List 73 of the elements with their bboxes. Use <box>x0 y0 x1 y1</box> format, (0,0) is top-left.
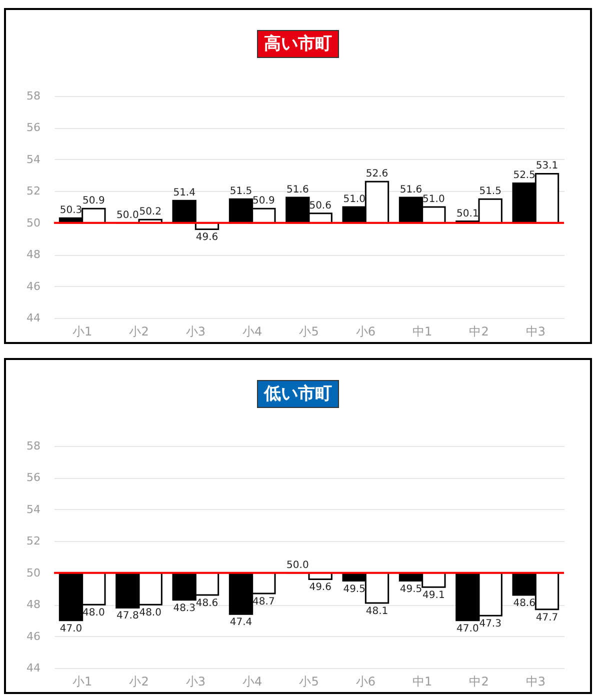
x-tick-label: 小1 <box>72 324 92 338</box>
bar <box>172 200 196 224</box>
y-tick-label: 50 <box>26 216 40 230</box>
data-label: 52.5 <box>513 170 536 182</box>
data-label: 49.5 <box>400 584 422 595</box>
data-label: 51.0 <box>343 194 366 205</box>
x-tick-label: 小1 <box>72 674 92 688</box>
y-tick-label: 58 <box>26 90 40 102</box>
x-tick-label: 小5 <box>299 324 319 338</box>
data-label: 50.9 <box>252 196 275 207</box>
data-label: 47.0 <box>60 623 82 634</box>
data-label: 48.3 <box>173 602 196 614</box>
x-tick-label: 中2 <box>469 324 489 338</box>
y-tick-label: 44 <box>26 662 40 674</box>
x-tick-label: 中3 <box>526 674 546 688</box>
data-label: 50.0 <box>286 560 309 571</box>
data-label: 51.6 <box>400 184 422 196</box>
y-tick-label: 54 <box>26 502 40 516</box>
data-label: 51.4 <box>173 188 196 199</box>
y-tick-label: 54 <box>26 152 40 166</box>
y-tick-label: 46 <box>26 630 40 643</box>
data-label: 51.0 <box>422 194 445 205</box>
y-tick-label: 44 <box>26 312 40 324</box>
data-label: 53.1 <box>536 160 558 172</box>
y-tick-label: 52 <box>26 184 40 198</box>
x-tick-label: 小4 <box>242 674 262 688</box>
x-tick-label: 中1 <box>412 324 432 338</box>
y-tick-label: 46 <box>26 280 40 293</box>
x-tick-label: 小3 <box>186 324 206 338</box>
x-tick-label: 小6 <box>356 324 376 338</box>
data-label: 50.1 <box>456 208 479 220</box>
data-label: 47.4 <box>230 617 252 628</box>
x-tick-label: 中3 <box>526 324 546 338</box>
x-tick-label: 中1 <box>412 674 432 688</box>
data-label: 49.1 <box>422 590 445 602</box>
data-label: 50.6 <box>309 200 332 212</box>
data-label: 47.0 <box>456 623 479 634</box>
data-label: 50.2 <box>139 206 162 218</box>
y-tick-label: 52 <box>26 534 40 548</box>
data-label: 49.5 <box>343 584 366 595</box>
data-label: 48.7 <box>252 596 275 608</box>
x-tick-label: 小5 <box>299 674 319 688</box>
chart-title: 高い市町 <box>257 30 339 58</box>
data-label: 51.5 <box>230 186 252 198</box>
data-label: 48.6 <box>196 598 218 610</box>
chart-title: 低い市町 <box>257 380 339 408</box>
x-tick-label: 小2 <box>129 674 149 688</box>
data-label: 49.6 <box>196 232 218 244</box>
y-tick-label: 50 <box>26 566 40 580</box>
data-label: 47.8 <box>116 610 139 622</box>
y-tick-label: 48 <box>26 248 40 262</box>
data-label: 47.7 <box>536 612 558 624</box>
data-label: 50.3 <box>60 205 82 216</box>
data-label: 48.6 <box>513 598 536 610</box>
data-label: 49.6 <box>309 582 332 594</box>
data-label: 51.6 <box>286 184 309 196</box>
y-tick-label: 58 <box>26 440 40 452</box>
x-tick-label: 中2 <box>469 674 489 688</box>
data-label: 48.0 <box>139 608 162 619</box>
y-tick-label: 48 <box>26 598 40 612</box>
data-label: 51.5 <box>479 186 502 198</box>
y-tick-label: 56 <box>26 121 40 134</box>
x-tick-label: 小2 <box>129 324 149 338</box>
x-tick-label: 小6 <box>356 674 376 688</box>
x-tick-label: 小3 <box>186 674 206 688</box>
data-label: 47.3 <box>479 618 502 630</box>
data-label: 50.9 <box>82 196 105 207</box>
data-label: 48.1 <box>366 606 388 617</box>
y-tick-label: 56 <box>26 471 40 484</box>
data-label: 50.0 <box>116 210 139 221</box>
x-tick-label: 小4 <box>242 324 262 338</box>
data-label: 52.6 <box>366 168 388 180</box>
data-label: 48.0 <box>82 608 105 619</box>
